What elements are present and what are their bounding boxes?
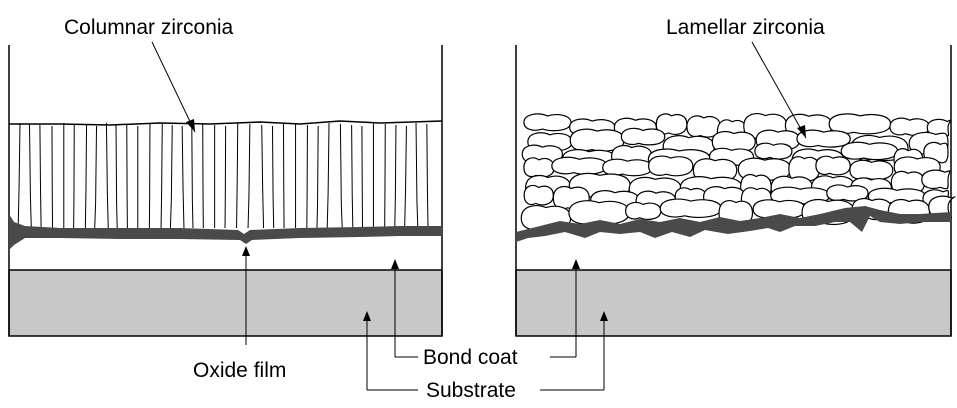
lamellar-splat [921, 169, 951, 190]
columnar-grain [224, 125, 227, 229]
left-substrate [8, 269, 443, 337]
columnar-grain [415, 122, 419, 229]
leader-lines [151, 41, 807, 391]
lamellar-splat [849, 159, 894, 181]
lamellar-splat [551, 156, 608, 175]
bond-coat-arrowhead-right [572, 259, 580, 269]
right-oxide-film [516, 206, 951, 242]
columnar-grain [261, 124, 265, 229]
right-substrate [515, 269, 952, 337]
lamellar-splat [523, 157, 555, 178]
lamellar-leader [751, 41, 807, 139]
lamellar-splat [523, 113, 572, 132]
columnar-grain [181, 125, 185, 229]
columnar-grain [29, 123, 32, 229]
columnar-grain [271, 125, 275, 229]
columnar-grain [394, 124, 397, 229]
substrate-label: Substrate [426, 379, 516, 402]
columnar-grain [94, 125, 98, 229]
columnar-grain [426, 123, 429, 229]
columnar-grain [105, 122, 109, 229]
lamellar-splat [602, 158, 653, 177]
lamellar-splat [815, 155, 851, 176]
oxide-arrowhead [242, 246, 250, 256]
columnar-grain [115, 123, 118, 229]
columnar-leader [151, 41, 196, 133]
lamellar-splat [686, 115, 721, 138]
columnar-grain [51, 125, 54, 229]
columnar-grain [191, 122, 194, 229]
bond-coat-arrowhead-left [391, 259, 399, 269]
columnar-grain [236, 122, 239, 229]
substrate-arrowhead-left [363, 311, 371, 321]
bond-coat-label: Bond coat [423, 346, 518, 369]
columnar-grain [126, 124, 128, 229]
right-panel [515, 45, 956, 337]
left-panel [8, 45, 443, 337]
left-oxide-film [9, 214, 442, 250]
columnar-grain [160, 123, 163, 229]
lamellar-splats [520, 113, 956, 231]
substrate-arrowhead-right [600, 311, 608, 321]
columnar-grain [17, 122, 21, 229]
columnar-grain [361, 125, 364, 229]
columnar-grain [351, 124, 354, 229]
columnar-grain [339, 123, 343, 229]
lamellar-zirconia-label: Lamellar zirconia [666, 16, 825, 39]
columnar-zirconia-label: Columnar zirconia [64, 16, 234, 39]
lamellar-arrowhead [797, 125, 806, 138]
lamellar-splat [620, 127, 666, 146]
columnar-arrowhead [186, 119, 195, 132]
columnar-grain [202, 123, 204, 229]
lamellar-splat [659, 198, 722, 218]
lamellar-splat [796, 129, 851, 148]
columnar-grain [73, 123, 75, 229]
columnar-grain [282, 122, 285, 229]
columnar-grain [84, 124, 88, 229]
lamellar-splat [840, 141, 899, 161]
columnar-grain [384, 123, 386, 229]
columnar-grain [326, 122, 330, 229]
oxide-film-label: Oxide film [193, 359, 286, 382]
columnar-grain [148, 122, 151, 229]
columnar-grain [247, 123, 251, 229]
columnar-top-surface [9, 120, 443, 126]
lamellar-splat [523, 185, 554, 206]
columnar-grain [306, 124, 308, 229]
columnar-grain [169, 124, 173, 229]
lamellar-splat [625, 201, 662, 220]
columnar-grains [17, 122, 429, 229]
columnar-grain [316, 125, 319, 229]
lamellar-splat [754, 142, 793, 160]
columnar-grain [404, 125, 407, 229]
columnar-grain [39, 124, 42, 229]
lamellar-splat [647, 155, 694, 177]
